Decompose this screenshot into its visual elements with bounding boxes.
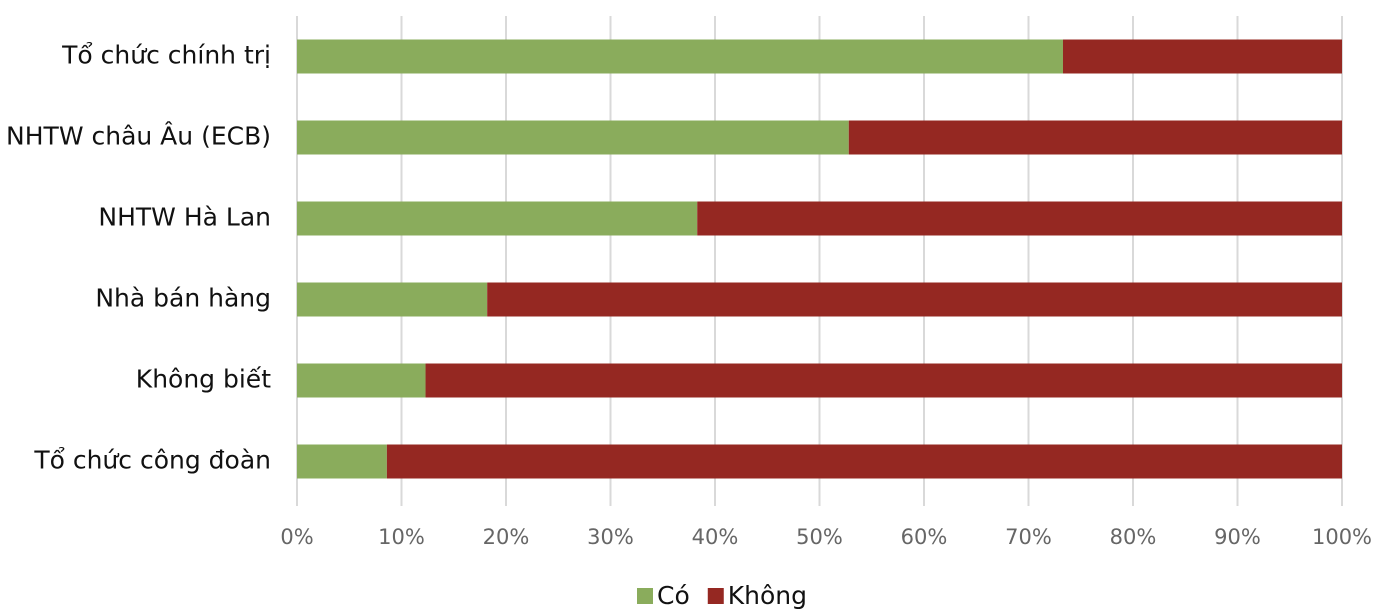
bar-segment	[487, 282, 1342, 317]
legend-label: Có	[657, 581, 690, 610]
bar-segment	[697, 201, 1342, 236]
x-tick-label: 10%	[378, 525, 425, 549]
bar-segment	[848, 120, 1342, 155]
y-tick-label: Không biết	[136, 365, 271, 394]
x-tick-label: 70%	[1005, 525, 1052, 549]
x-tick-label: 0%	[280, 525, 313, 549]
x-tick-label: 20%	[483, 525, 530, 549]
bar-segment	[425, 363, 1342, 398]
y-tick-label: Tổ chức công đoàn	[33, 446, 271, 475]
y-tick-label: NHTW Hà Lan	[98, 203, 271, 232]
bar-segment	[297, 201, 698, 236]
bar-segment	[386, 444, 1342, 479]
bar-segment	[297, 120, 849, 155]
legend-label: Không	[728, 581, 807, 610]
bar-segment	[297, 444, 387, 479]
x-tick-label: 60%	[901, 525, 948, 549]
legend-swatch	[707, 588, 724, 604]
x-tick-label: 50%	[796, 525, 843, 549]
bar-segment	[297, 282, 488, 317]
bar-segment	[297, 39, 1063, 74]
x-tick-label: 30%	[587, 525, 634, 549]
y-tick-label: Nhà bán hàng	[95, 284, 271, 313]
x-tick-label: 40%	[692, 525, 739, 549]
x-tick-label: 90%	[1214, 525, 1261, 549]
y-tick-label: NHTW châu Âu (ECB)	[6, 122, 271, 151]
y-tick-label: Tổ chức chính trị	[61, 41, 271, 70]
x-tick-label: 80%	[1110, 525, 1157, 549]
legend-swatch	[637, 588, 653, 604]
bar-segment	[297, 363, 426, 398]
x-tick-label: 100%	[1312, 525, 1372, 549]
bar-segment	[1062, 39, 1342, 74]
